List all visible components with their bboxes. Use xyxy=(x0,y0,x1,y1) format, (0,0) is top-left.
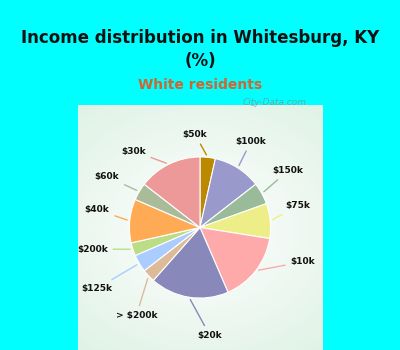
Wedge shape xyxy=(200,184,266,228)
Text: $10k: $10k xyxy=(258,257,315,270)
Wedge shape xyxy=(144,157,200,228)
Wedge shape xyxy=(130,199,200,243)
Text: $200k: $200k xyxy=(77,245,130,253)
Text: $20k: $20k xyxy=(190,300,222,340)
Wedge shape xyxy=(153,228,228,298)
Text: $50k: $50k xyxy=(183,130,208,155)
Text: $150k: $150k xyxy=(264,166,304,192)
Text: Income distribution in Whitesburg, KY
(%): Income distribution in Whitesburg, KY (%… xyxy=(21,29,379,70)
Text: $30k: $30k xyxy=(121,147,166,163)
Text: $100k: $100k xyxy=(236,137,266,166)
Wedge shape xyxy=(200,159,256,228)
Text: $40k: $40k xyxy=(85,205,127,220)
Text: White residents: White residents xyxy=(138,78,262,92)
Text: $75k: $75k xyxy=(273,202,310,219)
Wedge shape xyxy=(131,228,200,256)
Wedge shape xyxy=(200,204,270,239)
Wedge shape xyxy=(135,228,200,271)
Wedge shape xyxy=(144,228,200,280)
Wedge shape xyxy=(135,184,200,228)
Text: $125k: $125k xyxy=(82,265,137,293)
Wedge shape xyxy=(200,228,270,292)
Text: > $200k: > $200k xyxy=(116,279,157,320)
Text: $60k: $60k xyxy=(94,172,137,190)
Wedge shape xyxy=(200,157,215,228)
Text: City-Data.com: City-Data.com xyxy=(242,98,306,106)
